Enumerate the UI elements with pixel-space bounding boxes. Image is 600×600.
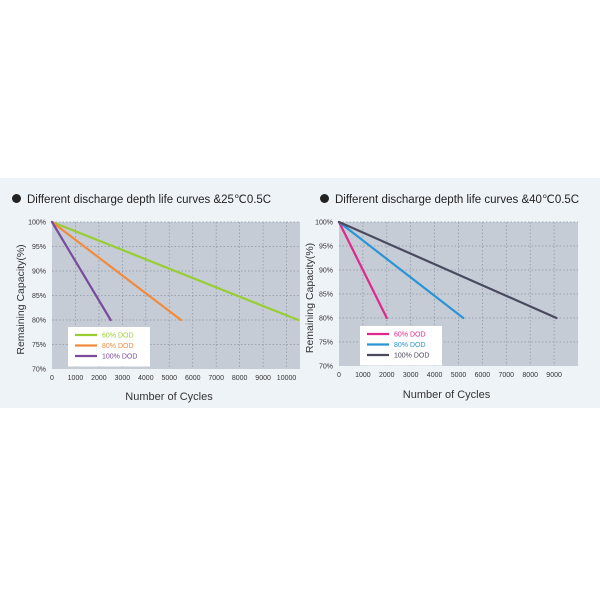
x-tick-label: 2000 <box>91 375 107 382</box>
x-axis-label: Number of Cycles <box>403 389 491 401</box>
x-tick-label: 9000 <box>546 372 562 379</box>
life-curve-chart-40c: 70% 75% 80% 85% 90% 95% 100% 0 1000 2000 3000 4000 5… <box>304 220 578 401</box>
y-tick-label: 80% <box>319 316 333 323</box>
legend-label: 80% DOD <box>394 342 426 349</box>
x-tick-label: 0 <box>337 372 341 379</box>
series-line <box>50 220 300 322</box>
legend-box <box>360 326 442 366</box>
x-tick-label: 4000 <box>427 372 443 379</box>
y-tick-label: 75% <box>32 342 46 349</box>
y-tick-label: 85% <box>32 293 46 300</box>
y-axis-label: Remaining Capacity(%) <box>304 243 316 353</box>
legend-label: 100% DOD <box>394 353 429 360</box>
legend-box <box>68 327 150 367</box>
y-tick-label: 95% <box>32 244 46 251</box>
y-tick-label: 70% <box>32 367 46 374</box>
chart-title-text: Different discharge depth life curves &4… <box>335 194 580 206</box>
series-line <box>337 220 558 320</box>
chart-title-40c: Different discharge depth life curves &4… <box>320 192 579 206</box>
x-tick-label: 1000 <box>355 372 371 379</box>
bullet-icon <box>320 193 329 203</box>
x-tick-label: 2000 <box>379 372 395 379</box>
legend-label: 60% DOD <box>394 332 426 339</box>
x-tick-label: 6000 <box>475 372 491 379</box>
y-tick-label: 95% <box>319 244 333 251</box>
x-axis-label: Number of Cycles <box>125 391 213 403</box>
x-tick-label: 8000 <box>232 375 248 382</box>
legend-label: 100% DOD <box>102 354 137 361</box>
bullet-icon <box>12 193 21 203</box>
chart-panel-40c: Different discharge depth life curves &4… <box>300 178 600 408</box>
x-tick-label: 5000 <box>161 375 177 382</box>
series-line <box>50 220 183 322</box>
x-tick-label: 6000 <box>185 375 201 382</box>
y-axis-label: Remaining Capacity(%) <box>15 244 27 354</box>
x-tick-label: 4000 <box>138 375 154 382</box>
x-tick-label: 1000 <box>68 375 84 382</box>
y-tick-label: 70% <box>319 364 333 371</box>
chart-panel-25c: Different discharge depth life curves &2… <box>0 178 300 408</box>
series-line <box>337 220 465 320</box>
series-line <box>337 220 388 320</box>
y-tick-label: 85% <box>319 292 333 299</box>
series-line <box>50 220 112 322</box>
x-tick-label: 5000 <box>451 372 467 379</box>
x-tick-label: 0 <box>50 375 54 382</box>
legend-label: 60% DOD <box>102 333 134 340</box>
x-tick-label: 7000 <box>208 375 224 382</box>
y-tick-label: 75% <box>319 340 333 347</box>
y-tick-label: 80% <box>32 318 46 325</box>
chart-title-25c: Different discharge depth life curves &2… <box>12 192 271 206</box>
x-tick-label: 7000 <box>499 372 515 379</box>
x-tick-label: 8000 <box>522 372 538 379</box>
y-tick-label: 90% <box>32 269 46 276</box>
y-tick-label: 100% <box>28 220 46 227</box>
x-tick-label: 3000 <box>115 375 131 382</box>
chart-title-text: Different discharge depth life curves &2… <box>27 194 272 206</box>
y-tick-label: 100% <box>315 220 333 227</box>
y-tick-label: 90% <box>319 268 333 275</box>
x-tick-label: 10000 <box>277 375 297 382</box>
legend-label: 80% DOD <box>102 343 134 350</box>
x-tick-label: 3000 <box>403 372 419 379</box>
x-tick-label: 9000 <box>255 375 271 382</box>
life-curve-chart-25c: 70% 75% 80% 85% 90% 95% 100% 0 1000 2000 3000 4000 5… <box>15 220 300 403</box>
